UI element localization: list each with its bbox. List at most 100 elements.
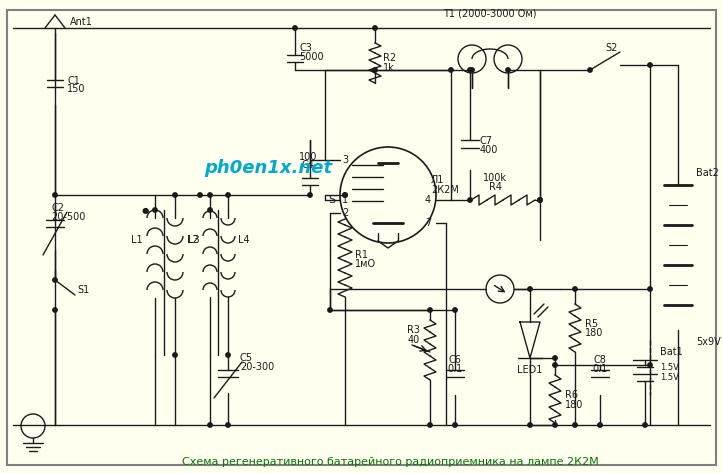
Circle shape bbox=[328, 308, 332, 312]
Text: 0.1: 0.1 bbox=[592, 364, 607, 374]
Text: 180: 180 bbox=[565, 400, 583, 410]
Circle shape bbox=[53, 193, 57, 197]
Text: C2: C2 bbox=[51, 203, 64, 213]
Circle shape bbox=[293, 26, 297, 30]
Text: 20-500: 20-500 bbox=[51, 212, 85, 222]
Text: C3: C3 bbox=[299, 43, 312, 53]
Text: 40: 40 bbox=[408, 335, 420, 345]
Text: 400: 400 bbox=[480, 145, 498, 155]
Text: R5: R5 bbox=[585, 319, 598, 329]
Circle shape bbox=[308, 193, 312, 197]
Text: 20-300: 20-300 bbox=[240, 362, 274, 372]
Text: C7: C7 bbox=[480, 136, 493, 146]
Circle shape bbox=[208, 423, 212, 427]
Text: 180: 180 bbox=[585, 328, 604, 338]
Circle shape bbox=[373, 26, 377, 30]
Circle shape bbox=[53, 278, 57, 282]
Text: C1: C1 bbox=[67, 76, 80, 86]
Circle shape bbox=[226, 353, 230, 357]
Circle shape bbox=[428, 423, 432, 427]
Text: ●: ● bbox=[142, 205, 149, 214]
Text: R4: R4 bbox=[489, 182, 502, 192]
Circle shape bbox=[53, 308, 57, 312]
Circle shape bbox=[173, 353, 177, 357]
Text: 1: 1 bbox=[342, 195, 348, 205]
Circle shape bbox=[373, 68, 377, 72]
Circle shape bbox=[340, 147, 436, 243]
Text: 0.1: 0.1 bbox=[448, 364, 463, 374]
Circle shape bbox=[21, 414, 45, 438]
Circle shape bbox=[453, 308, 457, 312]
Text: Bat1: Bat1 bbox=[660, 347, 683, 357]
Text: 2: 2 bbox=[342, 208, 348, 218]
Circle shape bbox=[198, 193, 202, 197]
Circle shape bbox=[458, 45, 486, 73]
Text: C6: C6 bbox=[448, 355, 461, 365]
Circle shape bbox=[648, 363, 652, 367]
Circle shape bbox=[153, 208, 157, 212]
Circle shape bbox=[538, 198, 542, 202]
Text: R6: R6 bbox=[565, 390, 578, 400]
Text: LED1: LED1 bbox=[518, 365, 543, 375]
Circle shape bbox=[428, 308, 432, 312]
Circle shape bbox=[208, 208, 212, 212]
Circle shape bbox=[553, 423, 557, 427]
Circle shape bbox=[588, 68, 592, 72]
Circle shape bbox=[468, 198, 472, 202]
Text: 5000: 5000 bbox=[299, 52, 324, 62]
Circle shape bbox=[486, 275, 514, 303]
Text: C5: C5 bbox=[240, 353, 253, 363]
Circle shape bbox=[343, 193, 347, 197]
Circle shape bbox=[553, 356, 557, 360]
Circle shape bbox=[494, 45, 522, 73]
Text: T1 (2000-3000 Ом): T1 (2000-3000 Ом) bbox=[443, 8, 536, 18]
Circle shape bbox=[553, 363, 557, 367]
Text: L1: L1 bbox=[132, 235, 143, 245]
Text: L2: L2 bbox=[187, 235, 199, 245]
Circle shape bbox=[598, 423, 602, 427]
Circle shape bbox=[528, 287, 532, 291]
Circle shape bbox=[506, 68, 510, 72]
Text: 100: 100 bbox=[299, 152, 317, 162]
Circle shape bbox=[173, 193, 177, 197]
Text: ph0en1x.net: ph0en1x.net bbox=[204, 159, 332, 177]
Circle shape bbox=[468, 68, 472, 72]
Text: Схема регенеративного батарейного радиоприемника на лампе 2К2М: Схема регенеративного батарейного радиоп… bbox=[181, 457, 599, 467]
Text: S: S bbox=[328, 195, 335, 205]
Circle shape bbox=[573, 423, 577, 427]
Circle shape bbox=[226, 193, 230, 197]
Text: 1k: 1k bbox=[383, 63, 395, 73]
Circle shape bbox=[538, 198, 542, 202]
Text: 7: 7 bbox=[425, 218, 431, 228]
Text: Л1: Л1 bbox=[431, 175, 445, 185]
Text: C4: C4 bbox=[301, 160, 315, 170]
Text: S1: S1 bbox=[77, 285, 89, 295]
Text: 1.5V: 1.5V bbox=[660, 362, 679, 371]
Circle shape bbox=[528, 423, 532, 427]
Circle shape bbox=[643, 423, 647, 427]
Text: Bat2: Bat2 bbox=[696, 168, 719, 178]
Text: R2: R2 bbox=[383, 53, 396, 63]
Text: 5x9V: 5x9V bbox=[696, 337, 721, 347]
Text: 3: 3 bbox=[342, 155, 348, 165]
Circle shape bbox=[648, 63, 652, 67]
Text: 2К2М: 2К2М bbox=[431, 185, 459, 195]
Circle shape bbox=[470, 68, 474, 72]
Text: 1мО: 1мО bbox=[355, 259, 376, 269]
Text: L4: L4 bbox=[238, 235, 249, 245]
Text: S2: S2 bbox=[605, 43, 617, 53]
Text: Ant1: Ant1 bbox=[70, 17, 93, 27]
Text: L3: L3 bbox=[189, 235, 200, 245]
Circle shape bbox=[226, 423, 230, 427]
Text: 4: 4 bbox=[425, 195, 431, 205]
Text: 100k: 100k bbox=[483, 173, 507, 183]
Text: R1: R1 bbox=[355, 250, 368, 260]
Text: R3: R3 bbox=[407, 325, 420, 335]
Circle shape bbox=[449, 68, 453, 72]
Text: C8: C8 bbox=[594, 355, 607, 365]
Circle shape bbox=[208, 193, 212, 197]
Circle shape bbox=[573, 287, 577, 291]
Text: 1.5V: 1.5V bbox=[660, 374, 679, 383]
Circle shape bbox=[648, 287, 652, 291]
Circle shape bbox=[453, 423, 457, 427]
